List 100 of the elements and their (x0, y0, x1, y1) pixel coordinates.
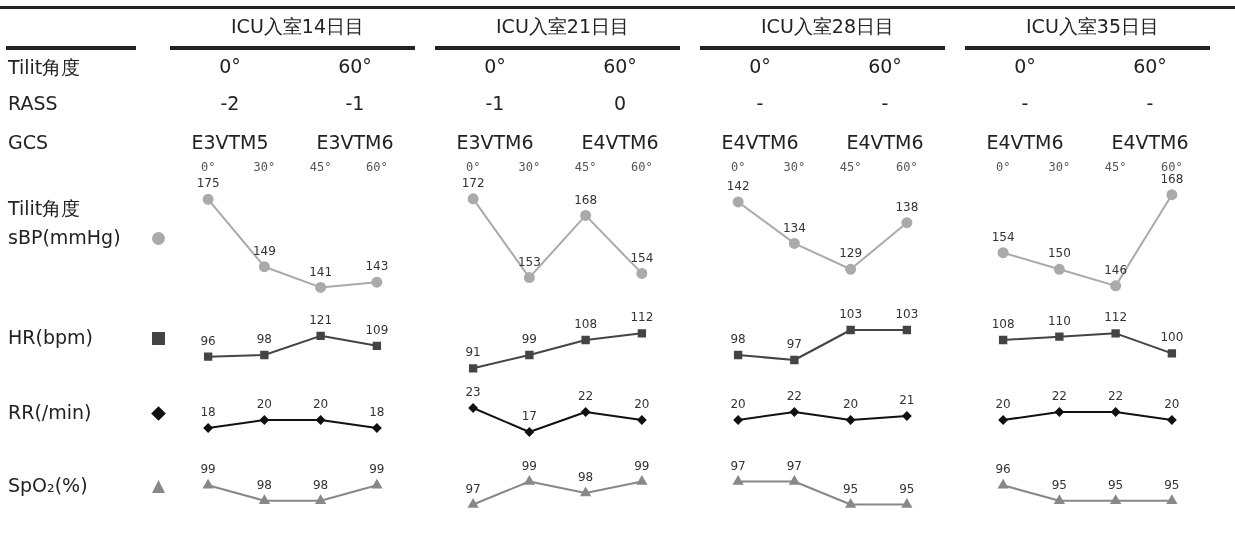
data-label: 138 (895, 199, 919, 214)
data-label: 17 (521, 409, 538, 424)
data-label: 108 (574, 317, 598, 332)
point (372, 341, 382, 351)
text: 0° (1014, 55, 1036, 77)
text: E4VTM6 (986, 131, 1064, 153)
data-label: 142 (726, 179, 750, 194)
text: E3VTM6 (316, 131, 394, 153)
point (1055, 332, 1064, 341)
data-label: 21 (899, 393, 915, 408)
x-tick-label: 45° (1104, 160, 1127, 175)
data-label: 110 (1047, 313, 1071, 328)
data-label: 97 (786, 458, 803, 473)
point (524, 427, 534, 437)
x-tick-label: 60° (366, 160, 388, 175)
data-label: 172 (461, 175, 485, 190)
data-label: 22 (1107, 389, 1124, 404)
data-label: 22 (577, 389, 594, 404)
x-tick-label: 30° (253, 160, 276, 175)
x-tick-label: 0° (730, 160, 746, 175)
point (581, 335, 590, 345)
data-label: 23 (465, 385, 481, 400)
point (467, 193, 479, 205)
data-label: 95 (899, 481, 915, 496)
data-label: 95 (1164, 477, 1180, 492)
point (1110, 280, 1122, 292)
text: E4VTM6 (581, 131, 659, 153)
text: E3VTM5 (191, 131, 269, 153)
text: E4VTM6 (721, 131, 799, 153)
data-label: 20 (256, 397, 273, 412)
point (202, 193, 214, 205)
text: - (881, 92, 889, 114)
point (901, 217, 913, 229)
data-label: 103 (839, 307, 863, 322)
text: -2 (220, 92, 240, 114)
category-label: ICU入室28日目 (760, 14, 895, 39)
data-label: 153 (517, 254, 541, 269)
data-label: 141 (309, 264, 333, 279)
category-label: GCS (8, 131, 49, 153)
point (316, 331, 325, 341)
point (998, 335, 1008, 345)
data-label: 99 (521, 458, 538, 473)
data-label: 103 (895, 307, 919, 322)
data-label: 99 (200, 462, 216, 477)
data-label: 112 (1104, 310, 1128, 325)
data-label: 96 (200, 333, 216, 348)
x-tick-label: 45° (839, 160, 862, 175)
data-label: 175 (196, 176, 220, 191)
data-label: 91 (465, 345, 481, 360)
point (468, 364, 478, 373)
data-label: 143 (365, 259, 389, 274)
x-tick-label: 0° (995, 160, 1011, 175)
category-label: ICU入室35日目 (1025, 14, 1160, 39)
text: 0° (219, 55, 241, 77)
point (732, 196, 744, 208)
text: 60° (1133, 55, 1167, 77)
data-label: 154 (991, 229, 1015, 244)
data-label: 98 (730, 332, 746, 347)
text: -1 (485, 92, 505, 114)
text: - (1021, 92, 1029, 114)
point (637, 329, 647, 338)
data-label: 20 (730, 397, 746, 412)
x-tick-label: 45° (574, 160, 597, 175)
data-label: 98 (256, 332, 273, 347)
data-label: 112 (630, 310, 654, 325)
text: SpO₂(%) (8, 474, 88, 496)
point (260, 350, 269, 360)
data-label: 98 (577, 470, 594, 485)
data-label: 100 (1160, 330, 1184, 345)
point (580, 209, 592, 221)
data-label: 149 (252, 243, 276, 258)
x-tick-label: 45° (309, 160, 332, 175)
point (997, 247, 1009, 259)
data-label: 168 (574, 192, 598, 207)
x-tick-label: 30° (783, 160, 806, 175)
text: HR(bpm) (8, 326, 93, 348)
point (203, 352, 213, 361)
data-label: 97 (465, 481, 481, 496)
point (581, 407, 591, 417)
point (525, 350, 534, 360)
text: E3VTM6 (456, 131, 534, 153)
x-tick-label: 0° (465, 160, 481, 175)
text: E4VTM6 (1111, 131, 1189, 153)
data-label: 150 (1047, 246, 1071, 261)
point (1166, 189, 1178, 201)
x-tick-label: 30° (518, 160, 541, 175)
text: - (1146, 92, 1154, 114)
data-label: 18 (200, 405, 216, 420)
point (258, 261, 270, 273)
data-label: 99 (369, 462, 385, 477)
data-label: 20 (312, 397, 329, 412)
point (637, 415, 647, 425)
text: 0 (613, 92, 627, 114)
point (788, 237, 800, 249)
point (371, 276, 383, 288)
point (845, 263, 857, 275)
data-label: 22 (1051, 389, 1068, 404)
x-tick-label: 0° (200, 160, 216, 175)
data-label: 134 (782, 220, 806, 235)
text: 0° (484, 55, 506, 77)
